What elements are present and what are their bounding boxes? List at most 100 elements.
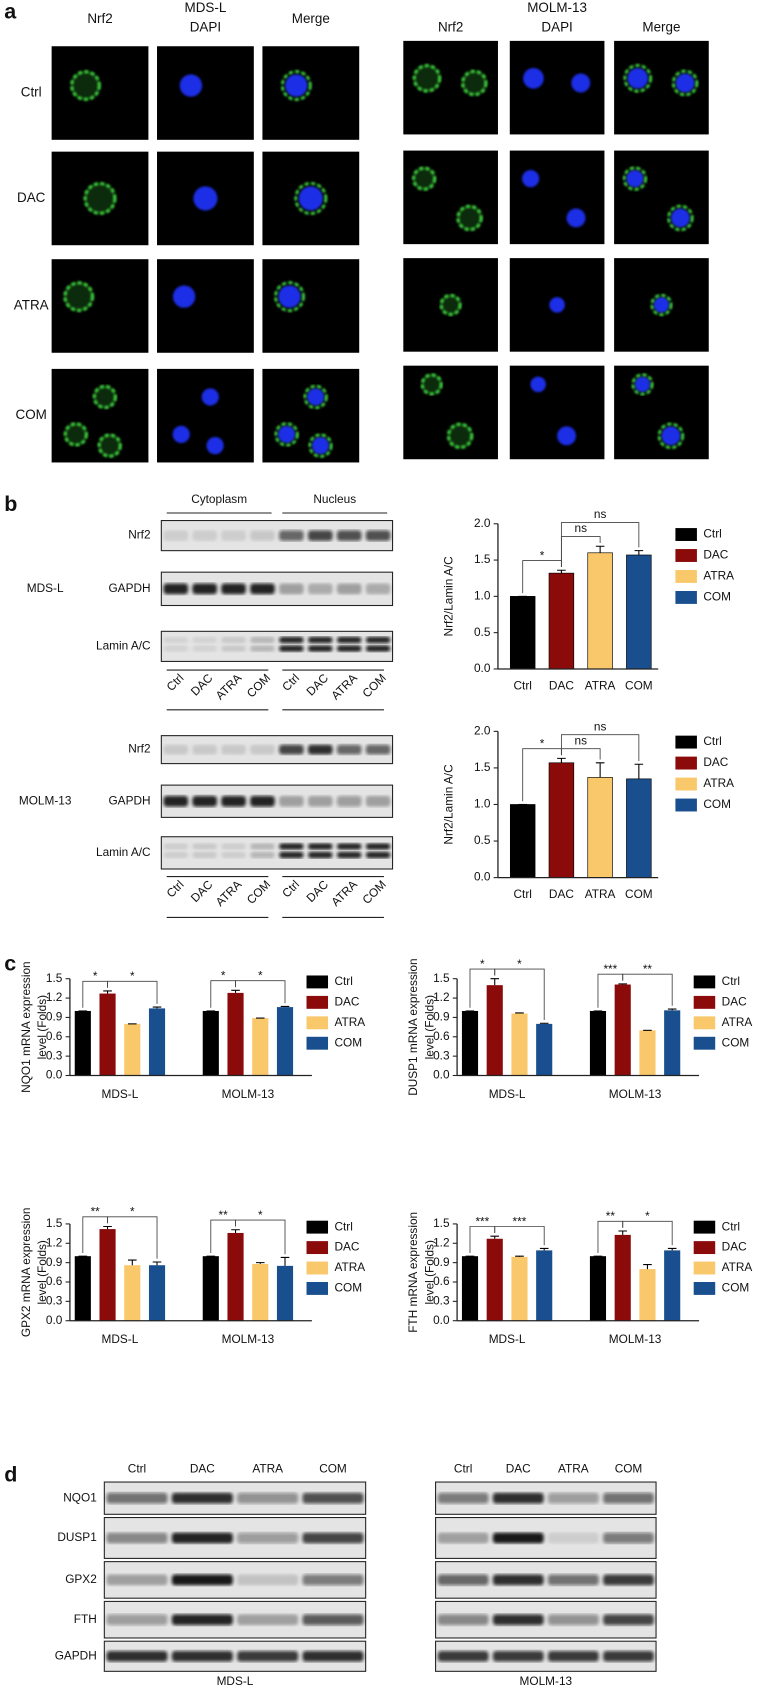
y-tick-label: 0.9: [433, 1255, 450, 1269]
significance-label: ns: [594, 507, 607, 521]
y-tick-label: 1.5: [433, 971, 450, 985]
error-bar: [490, 978, 500, 986]
bar: [626, 554, 652, 670]
legend-label: ATRA: [722, 1015, 753, 1029]
bar: [509, 596, 536, 670]
significance-label: *: [258, 1208, 263, 1222]
error-bar: [539, 1022, 549, 1024]
legend-label: Ctrl: [722, 974, 740, 988]
nrf2-stain: [70, 70, 101, 101]
cell-line-label: MDS-L: [217, 1674, 254, 1688]
nrf2-stain: [412, 63, 442, 93]
lane-label: COM: [359, 671, 388, 700]
lane-label: Ctrl: [164, 877, 187, 900]
protein-label: GAPDH: [108, 793, 150, 807]
y-axis-label: DUSP1 mRNA expression: [406, 958, 420, 1095]
band: [336, 744, 362, 755]
band: [237, 1492, 299, 1504]
significance-label: ***: [513, 1214, 527, 1228]
nrf2-stain: [650, 293, 673, 316]
y-axis-label: GPX2 mRNA expression: [19, 1208, 33, 1338]
error-bar: [231, 989, 240, 993]
bar: [511, 1013, 528, 1076]
band: [492, 1651, 544, 1662]
legend-swatch: [693, 1220, 716, 1234]
bar: [509, 804, 536, 878]
error-bar: [127, 1259, 137, 1266]
y-tick-label: 1.5: [433, 1216, 450, 1230]
band: [106, 1651, 168, 1662]
nucleus-stain: [172, 285, 196, 308]
cell-line-header: MOLM-13: [527, 0, 587, 15]
bar: [536, 1023, 553, 1076]
band: [221, 851, 246, 859]
x-tick-label: MDS-L: [489, 1087, 526, 1101]
bar: [124, 1265, 141, 1321]
band: [192, 636, 217, 644]
channel-header: DAPI: [541, 20, 572, 35]
error-bar: [103, 990, 112, 994]
band: [365, 795, 391, 807]
legend-label: ATRA: [722, 1260, 753, 1274]
legend-swatch: [306, 1220, 329, 1234]
bar: [614, 984, 631, 1076]
legend-swatch: [306, 1016, 329, 1030]
figure-body: a Nrf2 MDS-L DAPI Merge Nrf2 MOLM-13 DAPI Merge C…: [4, 0, 752, 1688]
band: [547, 1614, 599, 1626]
nucleus-stain: [549, 297, 565, 313]
error-bar: [557, 569, 566, 574]
bar: [124, 1023, 141, 1076]
bar: [626, 778, 652, 878]
bar: [74, 1010, 91, 1076]
bar: [252, 1018, 269, 1076]
band: [237, 1532, 299, 1544]
nrf2-stain: [308, 433, 333, 458]
y-axis-label: Nrf2/Lamin A/C: [442, 764, 456, 845]
significance-bracket: [235, 980, 286, 1004]
band: [192, 843, 217, 850]
error-bar: [152, 1006, 162, 1009]
band: [250, 636, 275, 644]
significance-bracket: [494, 968, 545, 1021]
legend-swatch: [693, 975, 716, 989]
error-bar: [667, 1008, 677, 1011]
legend-label: DAC: [334, 1240, 359, 1254]
band: [250, 530, 275, 541]
x-tick-label: MDS-L: [102, 1332, 139, 1346]
nucleus-stain: [523, 67, 544, 89]
legend-swatch: [675, 735, 697, 749]
panel-label: b: [4, 492, 17, 516]
band: [336, 530, 362, 541]
fraction-label: Cytoplasm: [191, 492, 247, 506]
band: [302, 1651, 364, 1662]
protein-label: Lamin A/C: [96, 639, 151, 653]
bar: [227, 1232, 244, 1321]
x-tick-label: MDS-L: [489, 1332, 526, 1346]
band: [437, 1651, 489, 1662]
x-tick-label: MOLM-13: [222, 1332, 275, 1346]
error-bar: [152, 1261, 162, 1266]
band: [163, 645, 189, 652]
x-tick-label: MOLM-13: [609, 1332, 662, 1346]
significance-label: *: [517, 957, 522, 971]
protein-label: NQO1: [63, 1490, 97, 1504]
significance-label: *: [93, 969, 98, 983]
micrograph: [403, 365, 498, 460]
lane-label: DAC: [304, 671, 332, 699]
lane-label: ATRA: [252, 1461, 283, 1475]
band: [237, 1651, 299, 1662]
y-axis-label: level (Folds): [422, 995, 436, 1059]
y-tick-label: 0.9: [46, 1010, 63, 1024]
significance-label: ***: [475, 1214, 489, 1228]
cell-line-label: MOLM-13: [19, 793, 72, 807]
error-bar: [539, 1247, 549, 1251]
nucleus-stain: [298, 186, 323, 211]
y-tick-label: 0.3: [433, 1048, 450, 1062]
x-tick-label: ATRA: [585, 678, 616, 692]
band: [365, 636, 391, 644]
significance-bracket: [622, 973, 673, 1006]
band: [192, 530, 217, 541]
channel-header: Merge: [642, 20, 680, 35]
error-bar: [667, 1247, 677, 1251]
